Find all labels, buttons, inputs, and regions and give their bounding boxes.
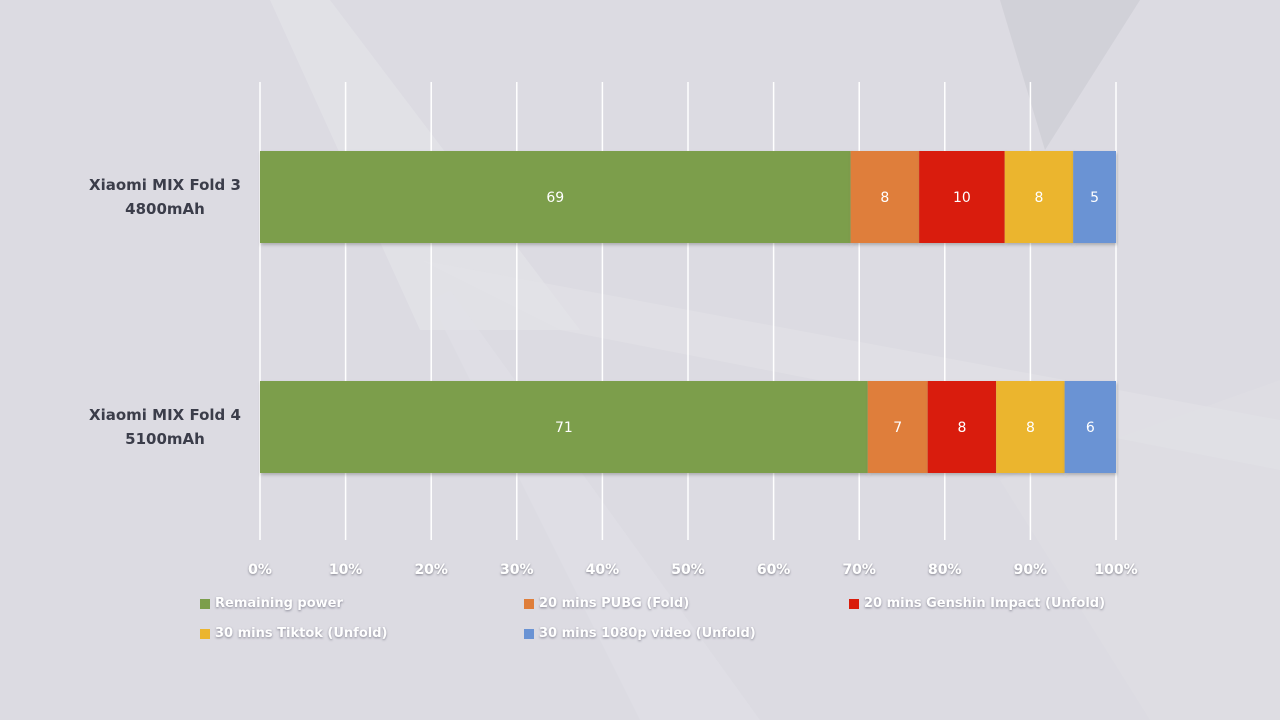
category-label-line: Xiaomi MIX Fold 3 <box>89 176 241 194</box>
data-label: 6 <box>1086 420 1095 436</box>
x-tick-label: 40% <box>586 562 620 578</box>
legend-label: 30 mins Tiktok (Unfold) <box>215 626 388 641</box>
bar-segment <box>260 151 851 243</box>
data-label: 8 <box>957 420 966 436</box>
data-label: 7 <box>893 420 902 436</box>
legend-swatch <box>200 598 210 609</box>
bar-segment <box>996 381 1065 473</box>
x-tick-label: 90% <box>1014 562 1048 578</box>
bar-segment <box>867 381 928 473</box>
legend-item: 30 mins Tiktok (Unfold) <box>200 626 387 641</box>
legend-swatch <box>200 628 210 639</box>
legend-label: 20 mins PUBG (Fold) <box>539 596 690 611</box>
data-label: 8 <box>1034 190 1043 206</box>
data-label: 8 <box>880 190 889 206</box>
legend-label: 20 mins Genshin Impact (Unfold) <box>864 596 1106 611</box>
legend-label: Remaining power <box>215 596 343 611</box>
x-tick-label: 60% <box>757 562 791 578</box>
x-tick-label: 20% <box>414 562 448 578</box>
x-tick-label: 50% <box>671 562 705 578</box>
data-label: 71 <box>555 420 573 436</box>
bar-segment <box>1073 151 1116 243</box>
category-label: Xiaomi MIX Fold 3 4800mAh <box>65 173 265 221</box>
data-label: 8 <box>1026 420 1035 436</box>
legend-swatch <box>524 598 534 609</box>
bar-segment <box>260 381 868 473</box>
data-label: 5 <box>1090 190 1099 206</box>
bars: 69 8 10 8 5 71 7 8 8 6 <box>260 151 1116 473</box>
x-tick-label: 10% <box>329 562 363 578</box>
category-label: Xiaomi MIX Fold 4 5100mAh <box>65 403 265 451</box>
category-label-line: 4800mAh <box>125 200 205 218</box>
bar-segment <box>927 381 997 473</box>
data-label: 10 <box>953 190 971 206</box>
legend-swatch <box>524 628 534 639</box>
x-axis-ticks: 0% 10% 20% 30% 40% 50% 60% 70% 80% 90% 100% <box>248 562 1138 578</box>
category-label-line: 5100mAh <box>125 430 205 448</box>
category-label-line: Xiaomi MIX Fold 4 <box>89 406 241 424</box>
bar-segment <box>919 151 1005 243</box>
x-tick-label: 100% <box>1094 562 1137 578</box>
data-label: 69 <box>546 190 564 206</box>
x-tick-label: 70% <box>842 562 876 578</box>
legend-label: 30 mins 1080p video (Unfold) <box>539 626 756 641</box>
legend-item: 20 mins PUBG (Fold) <box>524 596 689 611</box>
bar-segment <box>1004 151 1074 243</box>
x-tick-label: 80% <box>928 562 962 578</box>
legend-swatch <box>849 598 859 609</box>
bar-segment <box>1064 381 1116 473</box>
legend-item: 30 mins 1080p video (Unfold) <box>524 626 756 641</box>
x-tick-label: 30% <box>500 562 534 578</box>
legend-item: 20 mins Genshin Impact (Unfold) <box>849 596 1105 611</box>
x-tick-label: 0% <box>248 562 272 578</box>
bar-segment <box>850 151 920 243</box>
legend-item: Remaining power <box>200 596 343 611</box>
